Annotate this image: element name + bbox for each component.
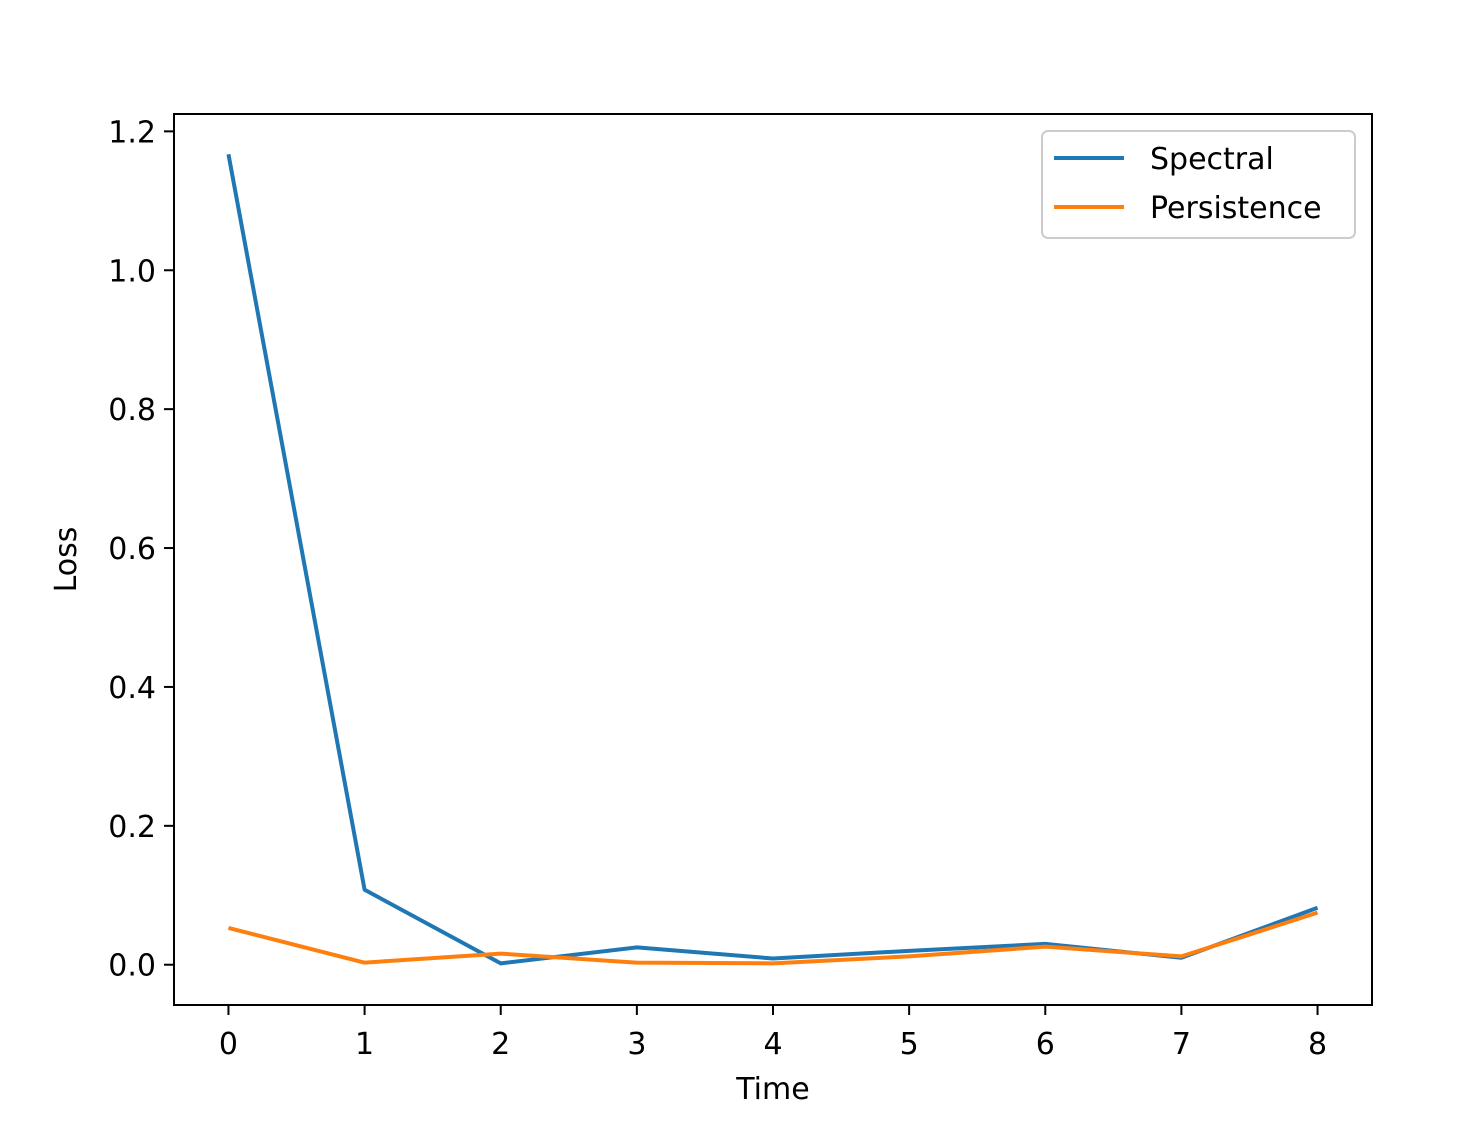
x-tick-label: 8 [1308,1027,1327,1062]
legend-entry-label: Persistence [1150,191,1322,226]
y-tick-label: 0.0 [108,949,156,984]
legend: Spectral Persistence [1041,130,1356,239]
y-tick-label: 1.0 [108,254,156,289]
y-tick-label: 0.4 [108,671,156,706]
y-axis-label: Loss [49,527,84,593]
x-tick-label: 4 [763,1027,782,1062]
y-tick-label: 1.2 [108,115,156,150]
x-tick-label: 0 [219,1027,238,1062]
legend-entry-label: Spectral [1150,142,1274,177]
series-layer [226,153,1319,966]
x-tick-label: 2 [491,1027,510,1062]
y-tick-label: 0.8 [108,393,156,428]
x-tick-label: 1 [355,1027,374,1062]
x-axis-label: Time [735,1072,809,1107]
x-axis: 0 1 2 3 4 5 6 7 8 [219,1005,1327,1062]
series-line-persistence [227,910,1319,966]
x-tick-label: 7 [1172,1027,1191,1062]
x-tick-label: 3 [627,1027,646,1062]
y-tick-label: 0.2 [108,810,156,845]
y-axis: 0.0 0.2 0.4 0.6 0.8 1.0 1.2 [108,115,174,984]
x-tick-label: 6 [1036,1027,1055,1062]
axes-frame [173,113,1373,1006]
x-tick-label: 5 [900,1027,919,1062]
y-tick-label: 0.6 [108,532,156,567]
